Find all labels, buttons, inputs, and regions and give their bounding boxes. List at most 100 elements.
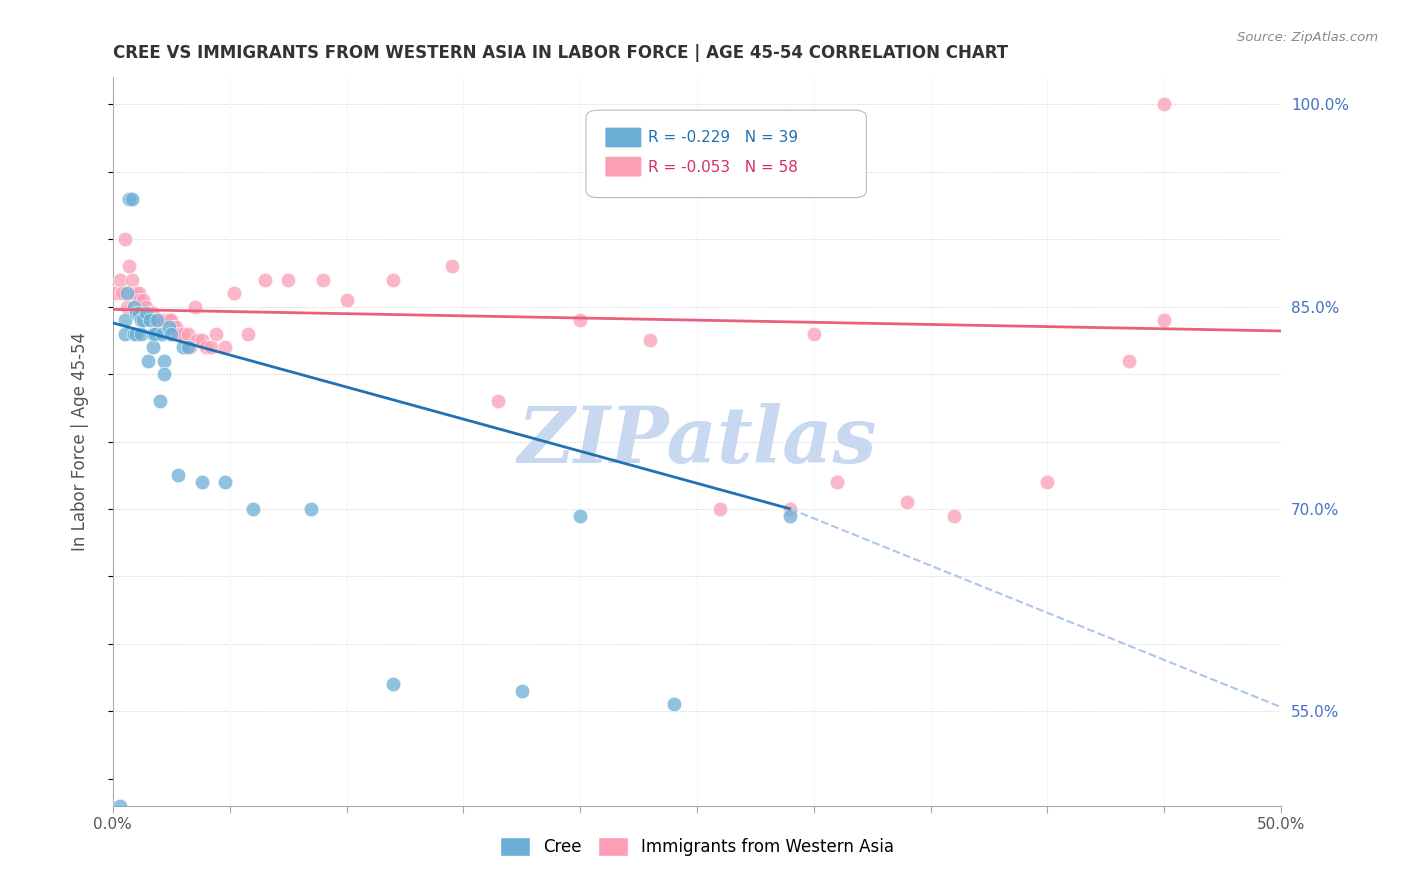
Point — [125, 326, 148, 341]
Point — [176, 326, 198, 341]
Point — [1153, 313, 1175, 327]
Text: CREE VS IMMIGRANTS FROM WESTERN ASIA IN LABOR FORCE | AGE 45-54 CORRELATION CHAR: CREE VS IMMIGRANTS FROM WESTERN ASIA IN … — [112, 44, 1008, 62]
Point — [153, 313, 176, 327]
Point — [148, 394, 170, 409]
Point — [301, 502, 323, 516]
Point — [190, 475, 212, 489]
Point — [108, 273, 131, 287]
Point — [125, 286, 148, 301]
Point — [1153, 97, 1175, 112]
Point — [114, 326, 136, 341]
Point — [136, 306, 159, 320]
Point — [143, 326, 166, 341]
Point — [129, 300, 152, 314]
Point — [128, 293, 150, 307]
Point — [135, 306, 157, 320]
Point — [183, 300, 205, 314]
Point — [224, 286, 246, 301]
Y-axis label: In Labor Force | Age 45-54: In Labor Force | Age 45-54 — [72, 332, 89, 551]
Point — [135, 300, 157, 314]
Point — [157, 313, 180, 327]
Point — [190, 334, 212, 348]
FancyBboxPatch shape — [605, 127, 643, 148]
Point — [148, 313, 170, 327]
Point — [155, 313, 177, 327]
Point — [440, 259, 463, 273]
Point — [335, 293, 357, 307]
Point — [200, 340, 222, 354]
Point — [896, 495, 918, 509]
Point — [510, 684, 533, 698]
Point — [146, 313, 169, 327]
Point — [167, 468, 190, 483]
Point — [253, 273, 276, 287]
Point — [172, 340, 194, 354]
Point — [204, 326, 226, 341]
Point — [132, 293, 155, 307]
Point — [1118, 353, 1140, 368]
Point — [179, 340, 201, 354]
Point — [143, 313, 166, 327]
Point — [142, 340, 165, 354]
Point — [128, 306, 150, 320]
Point — [114, 232, 136, 246]
Point — [150, 326, 173, 341]
Point — [153, 367, 176, 381]
Point — [115, 300, 138, 314]
Point — [115, 286, 138, 301]
Point — [122, 286, 145, 301]
Point — [162, 319, 184, 334]
Point — [132, 313, 155, 327]
Point — [1036, 475, 1059, 489]
FancyBboxPatch shape — [586, 111, 866, 198]
Text: ZIPatlas: ZIPatlas — [517, 403, 877, 480]
Point — [136, 353, 159, 368]
Point — [943, 508, 966, 523]
Point — [139, 306, 162, 320]
Point — [139, 313, 162, 327]
Point — [238, 326, 260, 341]
Point — [118, 192, 141, 206]
FancyBboxPatch shape — [605, 156, 643, 178]
Point — [146, 313, 169, 327]
Text: R = -0.229   N = 39: R = -0.229 N = 39 — [648, 130, 799, 145]
Point — [122, 300, 145, 314]
Point — [121, 273, 143, 287]
Point — [709, 502, 731, 516]
Point — [128, 286, 150, 301]
Point — [569, 313, 592, 327]
Point — [157, 319, 180, 334]
Point — [129, 313, 152, 327]
Point — [638, 334, 661, 348]
Point — [104, 286, 127, 301]
Point — [486, 394, 509, 409]
Point — [214, 475, 236, 489]
Point — [153, 353, 176, 368]
Point — [382, 677, 405, 691]
Point — [779, 502, 801, 516]
Text: Source: ZipAtlas.com: Source: ZipAtlas.com — [1237, 31, 1378, 45]
Point — [277, 273, 299, 287]
Point — [172, 326, 194, 341]
Text: R = -0.053   N = 58: R = -0.053 N = 58 — [648, 160, 797, 175]
Point — [662, 698, 685, 712]
Point — [160, 326, 183, 341]
Point — [195, 340, 218, 354]
Point — [186, 334, 208, 348]
Point — [122, 326, 145, 341]
Point — [125, 306, 148, 320]
Point — [114, 313, 136, 327]
Point — [803, 326, 825, 341]
Point — [176, 340, 198, 354]
Point — [825, 475, 848, 489]
Point — [569, 508, 592, 523]
Point — [160, 313, 183, 327]
Point — [108, 798, 131, 813]
Point — [111, 286, 134, 301]
Point — [382, 273, 405, 287]
Point — [214, 340, 236, 354]
Point — [165, 319, 187, 334]
Point — [118, 259, 141, 273]
Legend: Cree, Immigrants from Western Asia: Cree, Immigrants from Western Asia — [494, 830, 901, 863]
Point — [150, 313, 173, 327]
